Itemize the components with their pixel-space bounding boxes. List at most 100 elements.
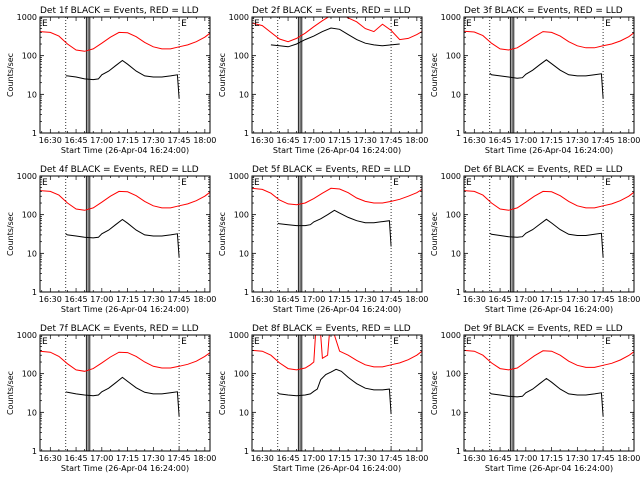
edge-annotation: E xyxy=(605,19,611,29)
edge-annotation: E xyxy=(466,178,472,188)
y-tick-label: 10 xyxy=(451,90,461,99)
x-tick-label: 17:15 xyxy=(540,454,563,463)
x-tick-label: 18:00 xyxy=(193,136,216,145)
x-axis-label: Start Time (26-Apr-04 16:24:00) xyxy=(61,146,189,155)
x-tick-label: 17:15 xyxy=(116,136,139,145)
y-tick-label: 100 xyxy=(234,211,249,220)
y-axis: 1 10 100 1000 Counts/sec xyxy=(430,331,634,456)
y-tick-label: 1000 xyxy=(229,172,249,181)
panel-det-3f: Det 3f BLACK = Events, RED = LLD 1 10 100 10… xyxy=(430,6,640,155)
panel-title: Det 4f BLACK = Events, RED = LLD xyxy=(40,165,199,175)
x-tick-label: 17:15 xyxy=(116,454,139,463)
y-tick-label: 100 xyxy=(22,52,37,61)
lld-series-line xyxy=(40,190,210,211)
edge-annotation: E xyxy=(42,178,48,188)
y-tick-label: 1000 xyxy=(17,331,37,340)
x-tick-label: 17:15 xyxy=(328,454,351,463)
x-tick-label: 17:30 xyxy=(354,136,377,145)
events-series-line xyxy=(277,368,392,415)
x-tick-label: 17:15 xyxy=(328,136,351,145)
y-axis-label: Counts/sec xyxy=(6,53,15,97)
panel-title: Det 9f BLACK = Events, RED = LLD xyxy=(464,324,623,334)
events-series-line xyxy=(270,27,400,48)
panel-title: Det 1f BLACK = Events, RED = LLD xyxy=(40,6,199,16)
lld-series-line xyxy=(252,17,422,43)
x-tick-label: 16:30 xyxy=(463,454,486,463)
x-axis-label: Start Time (26-Apr-04 16:24:00) xyxy=(485,464,613,473)
x-axis: 16:30 16:45 17:00 17:15 17:30 17:45 18:00 Start… xyxy=(39,335,216,473)
y-tick-label: 1000 xyxy=(441,331,461,340)
y-axis-label: Counts/sec xyxy=(430,212,439,256)
x-axis: 16:30 16:45 17:00 17:15 17:30 17:45 18:00 Start… xyxy=(463,176,640,314)
plot-frame xyxy=(251,16,423,134)
plot-frame xyxy=(39,175,211,293)
y-tick-label: 100 xyxy=(446,211,461,220)
time-markers xyxy=(489,176,604,292)
events-series-line xyxy=(65,376,180,417)
y-axis: 1 10 100 1000 Counts/sec xyxy=(6,172,210,297)
y-tick-label: 10 xyxy=(239,408,249,417)
y-axis-label: Counts/sec xyxy=(6,212,15,256)
x-tick-label: 16:45 xyxy=(277,454,300,463)
x-tick-label: 17:00 xyxy=(90,136,113,145)
y-tick-label: 100 xyxy=(446,370,461,379)
x-tick-label: 16:30 xyxy=(39,136,62,145)
x-tick-label: 18:00 xyxy=(405,454,428,463)
edge-annotation: E xyxy=(466,19,472,29)
x-tick-label: 17:30 xyxy=(566,295,589,304)
y-tick-label: 10 xyxy=(239,90,249,99)
y-tick-label: 10 xyxy=(27,408,37,417)
y-axis: 1 10 100 1000 Counts/sec xyxy=(6,331,210,456)
panel-title: Det 8f BLACK = Events, RED = LLD xyxy=(252,324,411,334)
y-axis-label: Counts/sec xyxy=(218,212,227,256)
x-tick-label: 17:00 xyxy=(302,136,325,145)
y-tick-label: 1000 xyxy=(441,13,461,22)
y-tick-label: 100 xyxy=(22,211,37,220)
y-tick-label: 1 xyxy=(244,447,249,456)
edge-annotation: E xyxy=(605,337,611,347)
panel-title: Det 6f BLACK = Events, RED = LLD xyxy=(464,165,623,175)
x-tick-label: 16:30 xyxy=(463,136,486,145)
y-tick-label: 1 xyxy=(244,288,249,297)
x-tick-label: 16:30 xyxy=(251,295,274,304)
time-markers xyxy=(489,17,604,133)
events-series-line xyxy=(65,218,180,258)
time-markers xyxy=(65,176,180,292)
x-tick-label: 18:00 xyxy=(617,295,640,304)
y-tick-label: 10 xyxy=(239,249,249,258)
lld-series-line xyxy=(40,31,210,52)
edge-annotation: E xyxy=(254,178,260,188)
plot-frame xyxy=(39,334,211,452)
y-axis-label: Counts/sec xyxy=(6,371,15,415)
edge-annotation: E xyxy=(466,337,472,347)
panel-det-8f: Det 8f BLACK = Events, RED = LLD 1 10 100 10… xyxy=(218,324,428,473)
y-axis: 1 10 100 1000 Counts/sec xyxy=(218,331,422,456)
x-axis: 16:30 16:45 17:00 17:15 17:30 17:45 18:00 Start… xyxy=(39,176,216,314)
panel-det-9f: Det 9f BLACK = Events, RED = LLD 1 10 100 10… xyxy=(430,324,640,473)
y-tick-label: 10 xyxy=(27,90,37,99)
x-tick-label: 17:45 xyxy=(592,136,615,145)
x-axis: 16:30 16:45 17:00 17:15 17:30 17:45 18:00 Start… xyxy=(251,17,428,155)
y-tick-label: 10 xyxy=(27,249,37,258)
panel-title: Det 2f BLACK = Events, RED = LLD xyxy=(252,6,411,16)
edge-annotation: E xyxy=(393,19,399,29)
y-tick-label: 1 xyxy=(456,288,461,297)
plot-frame xyxy=(39,16,211,134)
panel-title: Det 7f BLACK = Events, RED = LLD xyxy=(40,324,199,334)
x-axis-label: Start Time (26-Apr-04 16:24:00) xyxy=(61,305,189,314)
x-tick-label: 18:00 xyxy=(193,295,216,304)
time-markers xyxy=(277,17,392,133)
y-axis-label: Counts/sec xyxy=(218,371,227,415)
x-axis: 16:30 16:45 17:00 17:15 17:30 17:45 18:00 Start… xyxy=(463,17,640,155)
y-tick-label: 1 xyxy=(32,288,37,297)
x-tick-label: 17:00 xyxy=(514,454,537,463)
x-axis-label: Start Time (26-Apr-04 16:24:00) xyxy=(61,464,189,473)
x-tick-label: 16:30 xyxy=(39,454,62,463)
y-tick-label: 10 xyxy=(451,408,461,417)
edge-annotation: E xyxy=(181,178,187,188)
x-axis: 16:30 16:45 17:00 17:15 17:30 17:45 18:00 Start… xyxy=(39,17,216,155)
y-tick-label: 1000 xyxy=(229,331,249,340)
x-tick-label: 17:00 xyxy=(90,295,113,304)
x-tick-label: 17:45 xyxy=(380,136,403,145)
y-tick-label: 100 xyxy=(446,52,461,61)
